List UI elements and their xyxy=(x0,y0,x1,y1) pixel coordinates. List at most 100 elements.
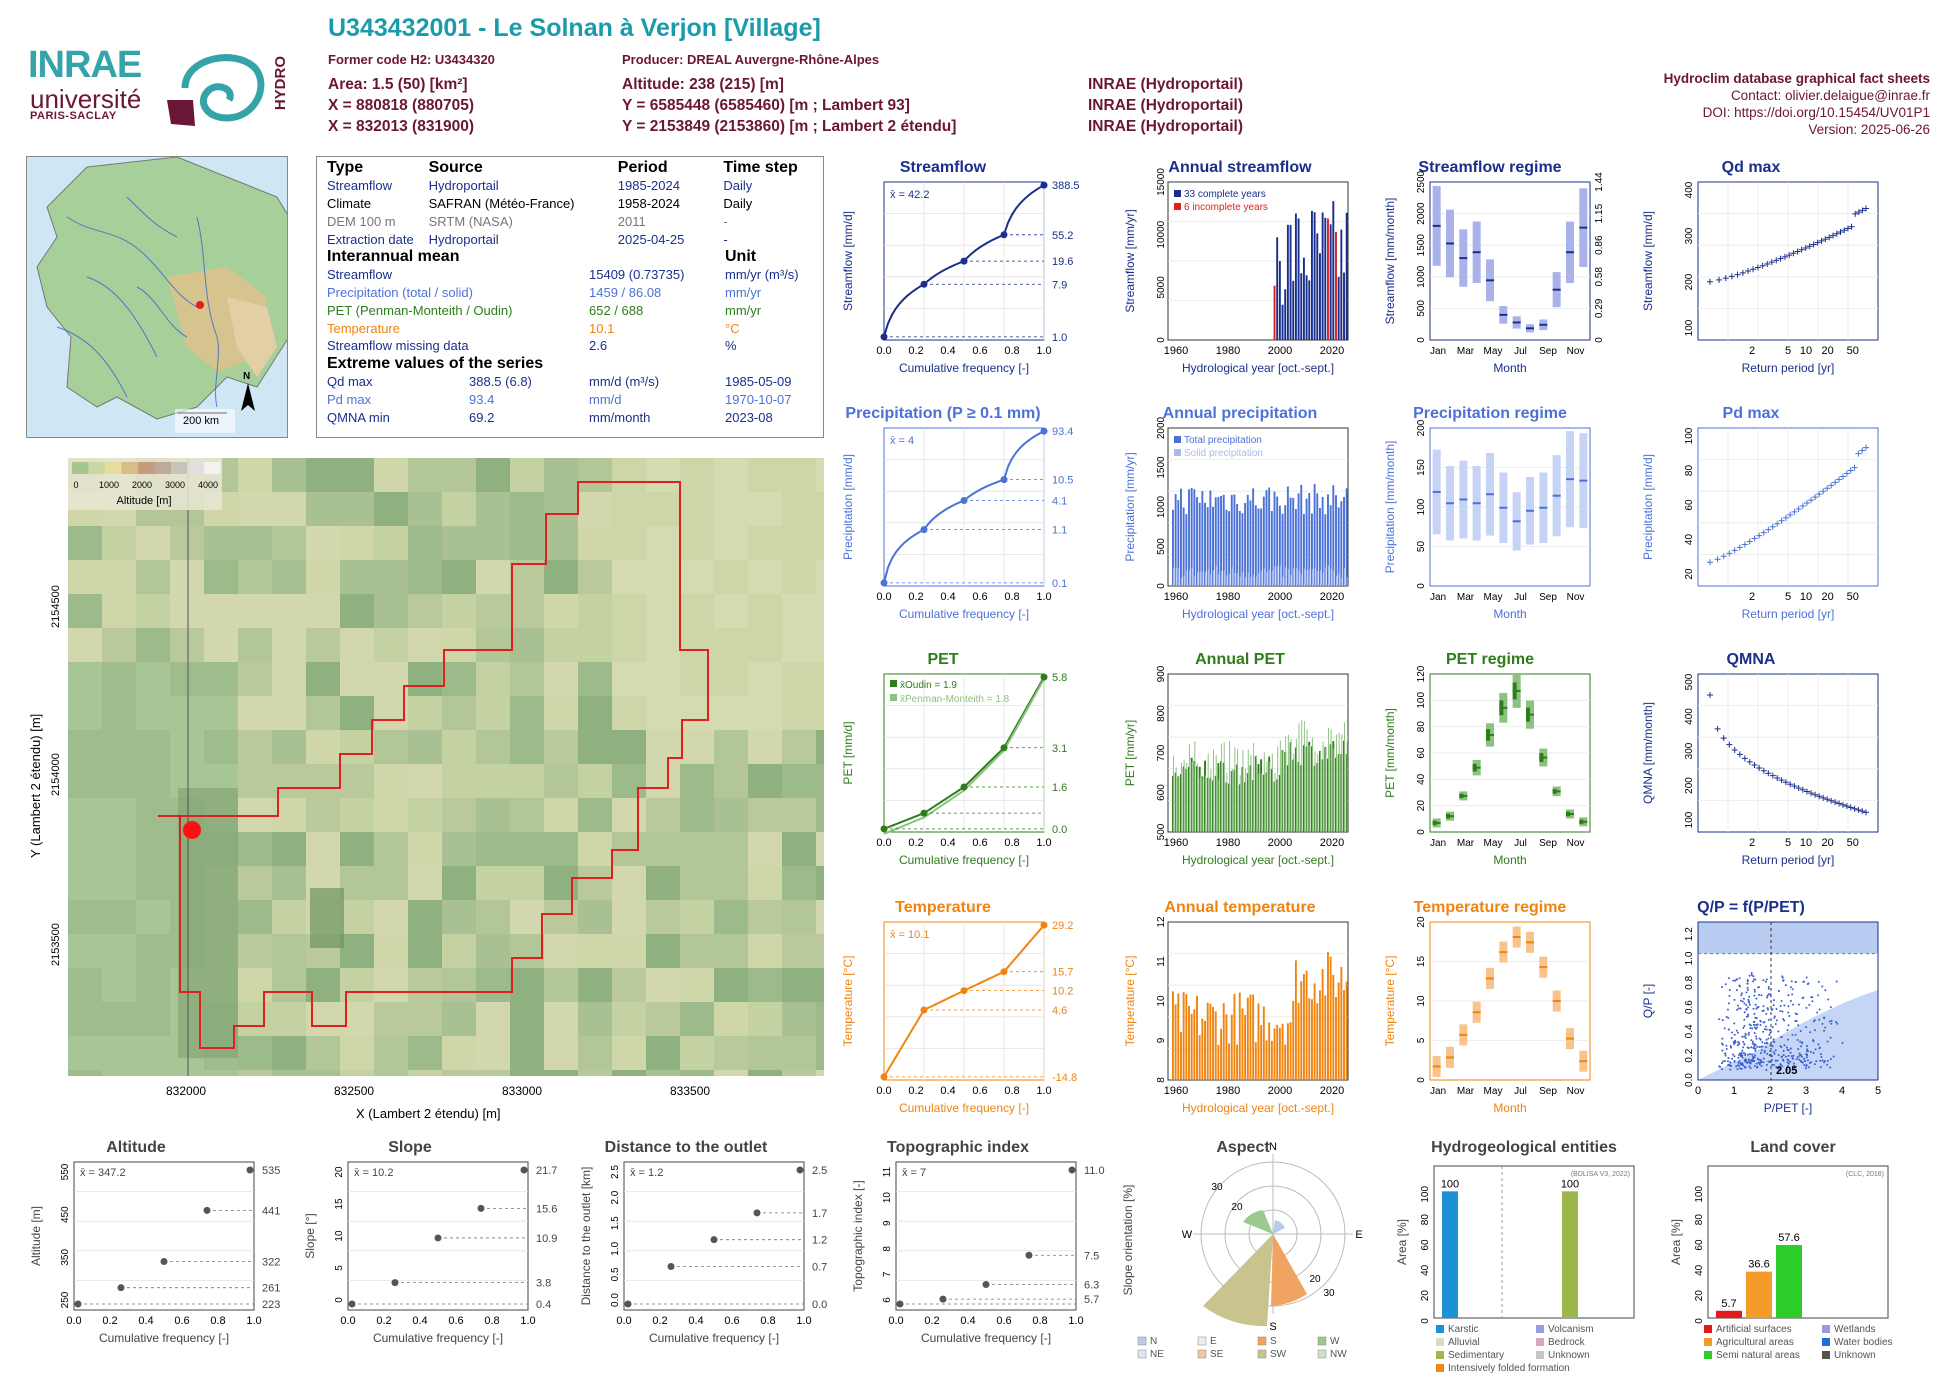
annual-bar-overlay xyxy=(1215,566,1217,586)
annual-bar xyxy=(1300,981,1303,1080)
qp-point xyxy=(1721,1068,1724,1071)
annual-bar xyxy=(1321,496,1324,586)
right-tick-label: -14.8 xyxy=(1052,1072,1077,1084)
terrain-cell xyxy=(782,1070,816,1076)
quantile-point xyxy=(960,987,968,995)
return-point xyxy=(1720,735,1727,742)
qp-point xyxy=(1745,1004,1748,1007)
x-axis-label: Cumulative frequency [-] xyxy=(99,1331,229,1345)
annual-bar xyxy=(1180,488,1182,586)
terrain-cell xyxy=(102,832,136,866)
qp-point xyxy=(1762,1030,1765,1033)
bar-value-label: 57.6 xyxy=(1778,1232,1799,1244)
qp-point xyxy=(1787,1005,1790,1008)
return-point xyxy=(1760,767,1767,774)
interannual-cell-value: 10.1 xyxy=(589,320,615,336)
annual-bar-overlay xyxy=(1255,755,1257,832)
annual-bar-overlay xyxy=(1311,569,1313,586)
terrain-cell xyxy=(306,662,340,696)
qp-point xyxy=(1758,1046,1761,1049)
qp-point xyxy=(1742,1046,1745,1049)
terrain-cell xyxy=(136,730,170,764)
qp-point xyxy=(1769,1044,1772,1047)
qp-point xyxy=(1809,1031,1812,1034)
qp-point xyxy=(1786,1029,1789,1032)
annual-bar-overlay xyxy=(1277,746,1279,832)
annual-bar xyxy=(1292,498,1295,586)
terrain-cell xyxy=(782,662,816,696)
return-point xyxy=(1839,801,1846,808)
annual-bar-overlay xyxy=(1327,565,1329,586)
quantile-point xyxy=(920,809,928,817)
x-axis-label: Hydrological year [oct.-sept.] xyxy=(1182,607,1334,621)
annual-bar-overlay xyxy=(1301,720,1303,832)
x-tick: Nov xyxy=(1567,838,1585,849)
qp-point xyxy=(1745,1059,1748,1062)
return-point xyxy=(1714,725,1721,732)
y-tick: 1.0 xyxy=(610,1241,621,1255)
contact-link[interactable]: Contact: olivier.delaigue@inrae.fr xyxy=(1730,88,1930,103)
annual-bar xyxy=(1308,493,1311,586)
qp-point xyxy=(1786,1038,1789,1041)
terrain-cell xyxy=(476,798,510,832)
x-tick: 10 xyxy=(1800,837,1812,849)
annual-bar xyxy=(1321,759,1324,832)
source-cell-type: DEM 100 m xyxy=(327,213,396,229)
quantile-point xyxy=(624,1300,632,1308)
terrain-cell xyxy=(578,968,612,1002)
qp-point xyxy=(1735,1029,1738,1032)
qp-point xyxy=(1752,975,1755,978)
y-axis-label: Precipitation [mm/yr] xyxy=(1123,452,1137,561)
map-x-tick: 833500 xyxy=(670,1084,711,1098)
terrain-cell xyxy=(510,1036,544,1070)
extreme-row: Qd max 388.5 (6.8) mm/d (m³/s) 1985-05-09 xyxy=(327,373,813,391)
qp-point xyxy=(1743,1035,1746,1038)
terrain-cell xyxy=(646,696,680,730)
landcover-legend-swatch xyxy=(1704,1338,1712,1346)
annual-bar xyxy=(1302,974,1305,1080)
annual-bar-overlay xyxy=(1223,742,1225,832)
terrain-cell xyxy=(714,866,748,900)
qp-point xyxy=(1806,1050,1809,1053)
qp-point xyxy=(1809,1050,1812,1053)
return-point xyxy=(1806,243,1813,250)
chart-title: Annual streamflow xyxy=(1168,159,1312,176)
quantile-point xyxy=(434,1234,442,1242)
terrain-cell xyxy=(136,832,170,866)
chart-pd_max: Pd max 20 40 60 80 100 2 5 10 20 50 Return period [… xyxy=(1636,402,1886,632)
x-tick: 0.4 xyxy=(940,837,955,849)
annual-bar xyxy=(1302,257,1305,340)
qp-point xyxy=(1818,1018,1821,1021)
terrain-cell xyxy=(714,594,748,628)
qp-point xyxy=(1735,978,1738,981)
terrain-cell xyxy=(816,866,824,900)
direction-e: E xyxy=(1355,1229,1362,1241)
doi-link[interactable]: DOI: https://doi.org/10.15454/UV01P1 xyxy=(1702,105,1930,120)
annual-bar xyxy=(1233,993,1236,1080)
qp-point xyxy=(1826,1040,1829,1043)
y-axis-label: PET [mm/yr] xyxy=(1123,720,1137,786)
qp-point xyxy=(1819,1059,1822,1062)
return-point xyxy=(1736,751,1743,758)
terrain-cell xyxy=(68,1070,102,1076)
terrain-cell xyxy=(816,492,824,526)
plot-frame xyxy=(1697,921,1879,1081)
y-axis-label: Temperature [°C] xyxy=(841,956,855,1047)
qp-point xyxy=(1751,1059,1754,1062)
qp-point xyxy=(1771,1026,1774,1029)
qp-point xyxy=(1767,1018,1770,1021)
annual-bar xyxy=(1305,746,1308,832)
chart-title: Precipitation (P ≥ 0.1 mm) xyxy=(845,405,1040,422)
qp-point xyxy=(1742,997,1745,1000)
qp-point xyxy=(1737,1056,1740,1059)
chart-pet: PET 0.0 0.2 0.4 0.6 0.8 1.0 Cumulative frequenc… xyxy=(838,648,1088,878)
terrain-cell xyxy=(646,866,680,900)
terrain-cell xyxy=(612,492,646,526)
annual-bar xyxy=(1185,514,1188,586)
altitude-legend-swatch xyxy=(88,462,105,474)
qp-point xyxy=(1779,1010,1782,1013)
qp-point xyxy=(1755,1026,1758,1029)
source-cell-type: Climate xyxy=(327,195,372,211)
terrain-cell xyxy=(374,798,408,832)
qp-point xyxy=(1729,1044,1732,1047)
